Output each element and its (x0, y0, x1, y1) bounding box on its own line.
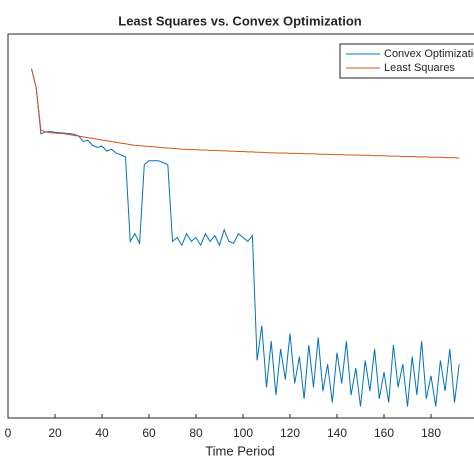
x-tick-label: 120 (280, 426, 300, 440)
x-tick-label: 80 (189, 426, 203, 440)
x-tick-label: 0 (5, 426, 12, 440)
x-tick-label: 140 (327, 426, 347, 440)
x-tick-label: 160 (374, 426, 394, 440)
legend-label: Convex Optimization (384, 48, 474, 60)
legend-label: Least Squares (384, 62, 455, 74)
x-tick-label: 100 (233, 426, 253, 440)
legend-box (339, 43, 474, 79)
chart-title: Least Squares vs. Convex Optimization (118, 13, 362, 28)
x-tick-label: 20 (48, 426, 62, 440)
x-tick-label: 180 (421, 426, 441, 440)
x-tick-label: 60 (142, 426, 156, 440)
series-line (31, 68, 460, 407)
axes-box (7, 33, 474, 419)
series-line (31, 68, 460, 159)
x-tick-label: 40 (95, 426, 109, 440)
x-axis-label: Time Period (205, 443, 275, 458)
